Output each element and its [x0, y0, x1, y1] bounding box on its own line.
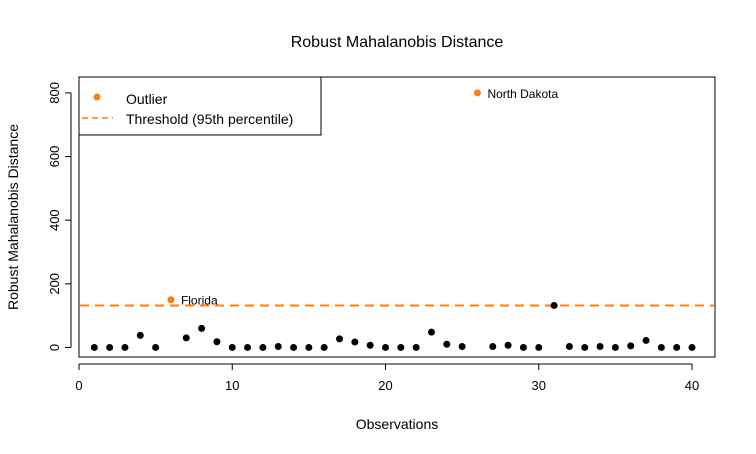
data-point — [489, 343, 497, 350]
data-point — [596, 343, 604, 350]
data-point — [320, 343, 328, 351]
x-axis-label: Observations — [356, 416, 438, 432]
data-point — [412, 343, 420, 351]
outlier-point — [167, 296, 175, 304]
data-point — [535, 343, 543, 351]
y-axis-label: Robust Mahalanobis Distance — [5, 124, 21, 310]
data-point — [443, 340, 451, 348]
y-tick-label: 600 — [47, 146, 62, 168]
x-tick-label: 10 — [225, 378, 239, 393]
data-point — [228, 343, 236, 351]
data-point — [565, 343, 573, 350]
plot-area — [78, 76, 716, 358]
data-points: Florida North Dakota — [90, 87, 696, 351]
data-point — [642, 336, 650, 344]
y-tick-label: 200 — [47, 273, 62, 295]
x-tick-label: 0 — [75, 378, 82, 393]
data-point — [673, 343, 681, 351]
data-point — [581, 343, 589, 351]
y-tick-label: 800 — [47, 82, 62, 104]
data-point — [305, 343, 313, 351]
data-point — [550, 301, 558, 309]
data-point — [290, 343, 298, 351]
data-point — [397, 343, 405, 351]
point-label: North Dakota — [487, 87, 558, 101]
data-point — [366, 341, 374, 349]
data-point — [259, 343, 267, 351]
x-tick-label: 40 — [685, 378, 699, 393]
legend: Outlier Threshold (95th percentile) — [78, 76, 322, 136]
data-point — [198, 324, 206, 332]
data-point — [504, 341, 512, 349]
data-point — [182, 334, 190, 342]
data-point — [336, 335, 344, 343]
data-point — [688, 343, 696, 351]
data-point — [213, 338, 221, 346]
data-point — [657, 343, 665, 351]
data-point — [627, 342, 635, 350]
legend-box — [78, 76, 322, 136]
data-point — [274, 343, 282, 350]
data-point — [519, 343, 527, 351]
data-point — [136, 331, 144, 339]
data-point — [152, 343, 160, 351]
data-point — [351, 338, 359, 346]
data-point — [427, 328, 435, 336]
data-point — [382, 343, 390, 351]
data-point — [106, 343, 114, 351]
x-tick-label: 20 — [378, 378, 392, 393]
data-point — [611, 343, 619, 351]
y-tick-label: 400 — [47, 209, 62, 231]
legend-threshold-label: Threshold (95th percentile) — [126, 111, 293, 127]
legend-outlier-marker — [93, 93, 101, 101]
point-label: Florida — [181, 294, 218, 308]
data-point — [121, 343, 129, 351]
data-point — [458, 343, 466, 350]
data-point — [244, 343, 252, 351]
y-tick-label: 0 — [47, 344, 62, 351]
data-point — [90, 343, 98, 351]
x-tick-label: 30 — [532, 378, 546, 393]
legend-outlier-label: Outlier — [126, 91, 168, 107]
outlier-point — [473, 89, 481, 97]
chart-title: Robust Mahalanobis Distance — [291, 34, 504, 51]
